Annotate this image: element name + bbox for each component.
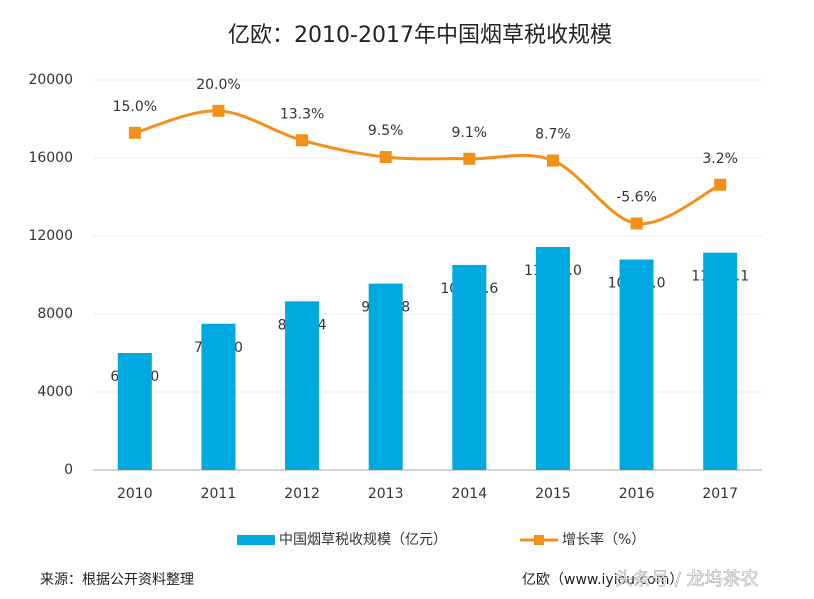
bar <box>619 259 654 470</box>
legend-label: 中国烟草税收规模（亿元） <box>279 532 447 548</box>
y-tick-label: 20000 <box>28 72 73 88</box>
y-tick-label: 4000 <box>37 384 73 400</box>
line-marker <box>296 134 309 147</box>
bar <box>535 246 570 470</box>
data-label: 15.0% <box>113 99 157 115</box>
y-tick-label: 16000 <box>28 150 73 166</box>
source-note: 来源：根据公开资料整理 <box>40 572 194 588</box>
bar <box>285 301 320 470</box>
bar <box>368 283 403 470</box>
data-label: 3.2% <box>702 151 738 167</box>
line-marker <box>714 178 727 191</box>
x-tick-label: 2015 <box>535 486 571 502</box>
legend-swatch <box>237 535 275 545</box>
line-marker <box>379 151 392 164</box>
chart-title: 亿欧：2010-2017年中国烟草税收规模 <box>228 23 612 48</box>
x-tick-label: 2013 <box>368 486 404 502</box>
data-label: 8.7% <box>535 127 571 143</box>
bar <box>452 264 487 470</box>
y-tick-label: 12000 <box>28 228 73 244</box>
y-tick-label: 0 <box>64 462 73 478</box>
line-marker <box>463 152 476 165</box>
data-label: 9.1% <box>452 125 488 141</box>
data-label: 9.5% <box>368 123 404 139</box>
x-tick-label: 2014 <box>451 486 487 502</box>
data-label: 13.3% <box>280 106 324 122</box>
x-tick-label: 2017 <box>702 486 738 502</box>
data-label: 20.0% <box>196 77 240 93</box>
credit-note: 亿欧（www.iyiou.com） <box>522 572 683 588</box>
watermark: 头条号 / 龙坞茶农 <box>615 569 759 590</box>
x-tick-label: 2012 <box>284 486 320 502</box>
legend-swatch <box>534 535 544 545</box>
bar <box>201 323 236 470</box>
line <box>134 109 721 226</box>
legend-label: 增长率（%） <box>562 531 645 548</box>
bar <box>117 353 152 470</box>
bar <box>703 252 738 470</box>
line-marker <box>630 217 643 230</box>
y-tick-label: 8000 <box>37 306 73 322</box>
line-marker <box>546 154 559 167</box>
data-label: -5.6% <box>616 189 657 205</box>
line-marker <box>128 126 141 139</box>
x-tick-label: 2011 <box>201 486 237 502</box>
line-marker <box>212 104 225 117</box>
x-tick-label: 2010 <box>117 486 153 502</box>
x-tick-label: 2016 <box>619 486 655 502</box>
